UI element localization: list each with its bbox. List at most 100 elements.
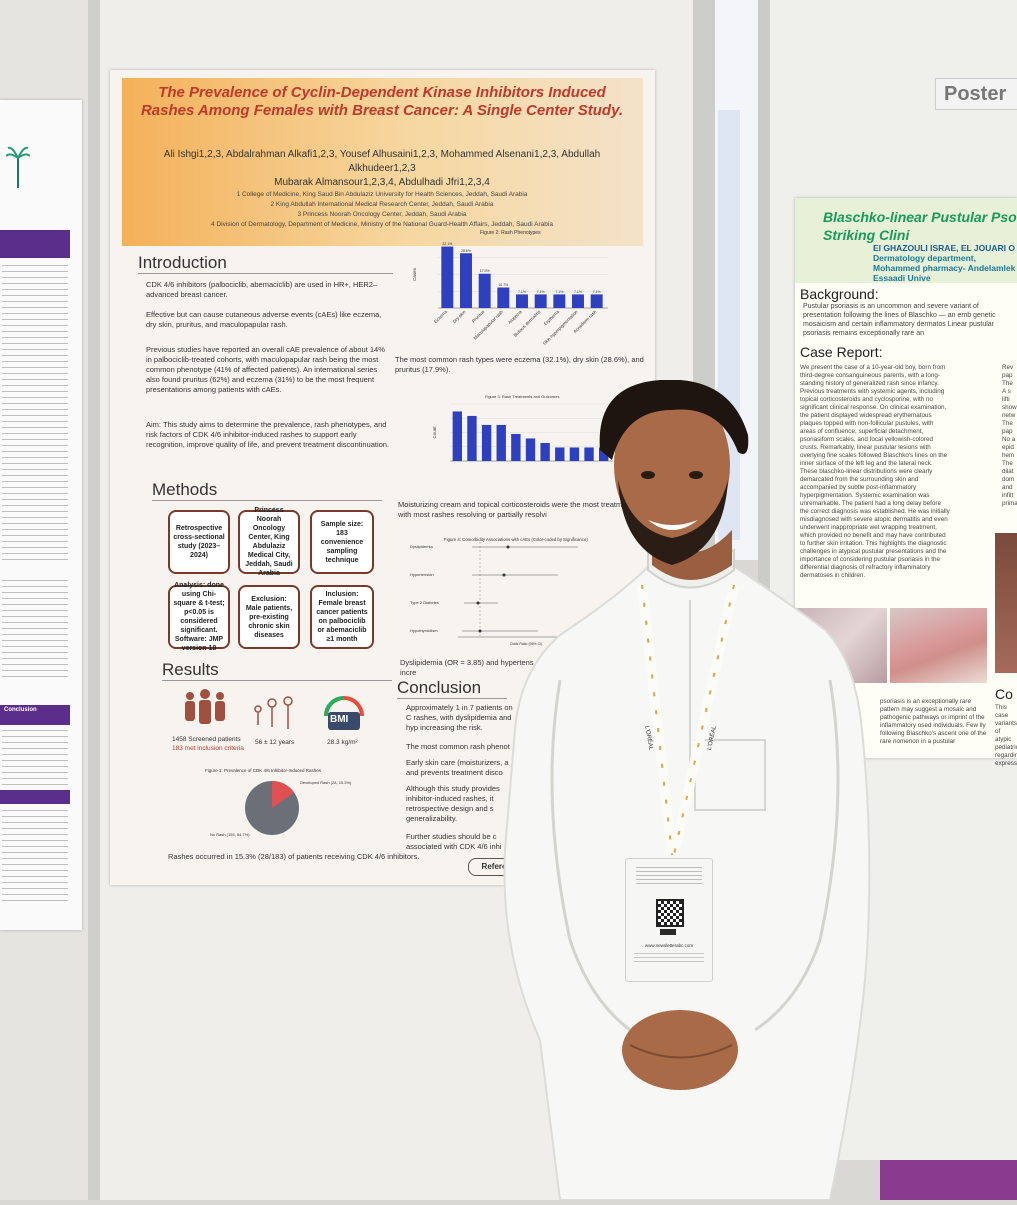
right-poster-header: Blaschko-linear Pustular Pso Striking Cl… [795,198,1017,283]
forest-xlabel: Odds Ratio (95% CI) [510,642,543,646]
right-poster-authors: El GHAZOULI ISRAE, EL JOUARI O Dermatolo… [873,243,1017,283]
bar-maculopapular-rash [497,287,510,308]
figure2-title: Figure 2: Rash Phenotypes [480,230,541,236]
methods-divider [152,500,382,501]
conclusion-bullet-5: Further studies should be c associated w… [406,832,502,851]
bar-eczema [441,246,454,308]
clasped-hands [622,1010,738,1090]
or-point-diabetes [476,601,480,605]
poster-title: The Prevalence of Cyclin-Dependent Kinas… [140,84,624,119]
prevalence-pie-chart [242,778,302,838]
pie-legend-no-rash: No Rash (155, 84.7%) [210,832,250,837]
intro-bullet-1: CDK 4/6 inhibitors (palbociclib, abemaci… [146,280,378,299]
smile [648,520,698,530]
methods-box-inclusion: Inclusion: Female breast cancer patients… [310,585,374,649]
affiliation-2: 2 King Abdullah International Medical Re… [270,201,494,208]
forest-label-hypertension: Hypertension [410,572,434,577]
tick-label: Skin hyperpigmentation [542,309,579,346]
badge-footer-lines [634,953,704,965]
tick-label: Pruritus [471,309,486,324]
data-label: 32.1% [442,242,452,246]
conclusion-heading: Conclusion [397,678,482,697]
bar-5 [525,438,536,461]
data-label: 7.1% [574,290,582,294]
bar-0 [452,411,462,461]
left-poster-text-4 [2,810,68,905]
bar-10 [599,447,609,461]
poster-corner-label: Poster [935,78,1017,110]
pie-chart-title: Figure 1: Prevalence of CDK 4/6 Inhibito… [205,768,322,773]
bar-acneiform-rash [590,294,603,308]
bar-pruritus [478,273,491,308]
methods-box-exclusion: Exclusion: Male patients, pre-existing c… [238,585,300,649]
bar-3 [496,424,506,461]
results-screened: 1458 Screened patients [172,736,241,743]
data-label: 7.1% [518,290,526,294]
right-poster-title: Blaschko-linear Pustular Pso Striking Cl… [823,209,1017,243]
face [614,387,730,543]
right-poster-bottom-text: psoriasis is an exceptionally rare patte… [880,698,987,745]
figure3-bar-chart: Count [432,403,613,462]
forest-label-dyslipidemia: Dyslipidemia [410,544,433,549]
left-poster-text-3 [2,730,68,790]
methods-box-sample: Sample size: 183 convenience sampling te… [310,510,374,574]
bar-1 [467,415,477,461]
results-summary: Rashes occurred in 15.3% (28/183) of pat… [168,852,420,861]
introduction-heading: Introduction [138,253,227,272]
bar-4 [511,433,521,461]
badge-url: www.newsletterabc.com [644,943,694,948]
conclusion-bullet-2: The most common rash phenot [406,742,510,751]
background-text: Pustular psoriasis is an uncommon and se… [803,303,996,337]
conclusion-divider [397,698,507,699]
bar-erythema [553,294,566,308]
conclusion-bullet-3: Early skin care (moisturizers, a and pre… [406,758,509,777]
badge-logo [660,929,676,935]
bmi-gauge-icon [322,692,366,732]
intro-bullet-2: Effective but can cause cutaneous advers… [146,310,382,329]
clinical-photo-3 [995,533,1017,673]
methods-box-analysis: Analysis: done using Chi-square & t-test… [168,582,230,652]
forest-label-diabetes: Type 2 Diabetes [410,600,439,605]
data-label: 10.7% [498,283,508,287]
right-poster-affiliation: Dermatology department, Mohammed pharmac… [873,253,1016,283]
lanyard: L'ORÉAL L'ORÉAL [632,583,744,860]
forest-label-hypothyroidism: Hypothyroidism [410,628,438,633]
tick-label: Eczema [433,309,448,324]
right-poster-co-text: This case variants of atypic pediatric r… [995,704,1017,767]
left-panel-frame [88,0,100,1200]
bar-bullous-dermatitis [534,294,547,308]
background-heading: Background: [800,286,879,302]
left-poster-text-2 [2,580,68,680]
palm-logo [5,140,31,190]
left-eye [641,471,655,479]
results-divider [162,680,392,681]
clinical-photo-2 [890,608,987,683]
or-point-dyslipidemia [506,545,510,549]
conclusion-bullet-1: Approximately 1 in 7 patients on C rashe… [406,703,513,732]
beard [618,480,728,565]
results-inclusion: 183 met inclusion criteria [172,745,244,752]
right-poster-author-names: El GHAZOULI ISRAE, EL JOUARI O [873,243,1015,253]
bar-7 [555,447,565,461]
left-poster: Conclusion [0,100,82,930]
y-axis-label: Count [432,426,437,439]
affiliation-4: 4 Division of Dermatology, Department of… [211,221,553,228]
badge-qr-code [656,899,684,927]
tick-label: Alopecia [507,309,523,325]
left-poster-text-1 [2,265,68,565]
methods-heading: Methods [152,480,218,499]
data-label: 28.6% [461,249,471,253]
figure4-title: Figure 4: Comorbidity Associations with … [444,537,588,542]
case-report-text: We present the case of a 10-year-old boy… [800,364,950,579]
floor-purple-carpet [880,1160,1017,1200]
right-column-text: Rev pap The A s lifti show netw The pap … [1002,364,1017,507]
poster-authors-line1: Ali Ishgi1,2,3, Abdalrahman Alkafi1,2,3,… [163,149,601,174]
intro-bullet-3: Previous studies have reported an overal… [146,345,385,394]
left-poster-purple-band [0,230,70,258]
curly-hair [599,379,749,460]
poster-authors-line2: Mubarak Almansour1,2,3,4, Abdulhadi Jfri… [274,177,490,188]
family-age-icon [250,695,300,731]
poster-header: The Prevalence of Cyclin-Dependent Kinas… [122,78,643,246]
or-point-hypertension [502,573,506,577]
